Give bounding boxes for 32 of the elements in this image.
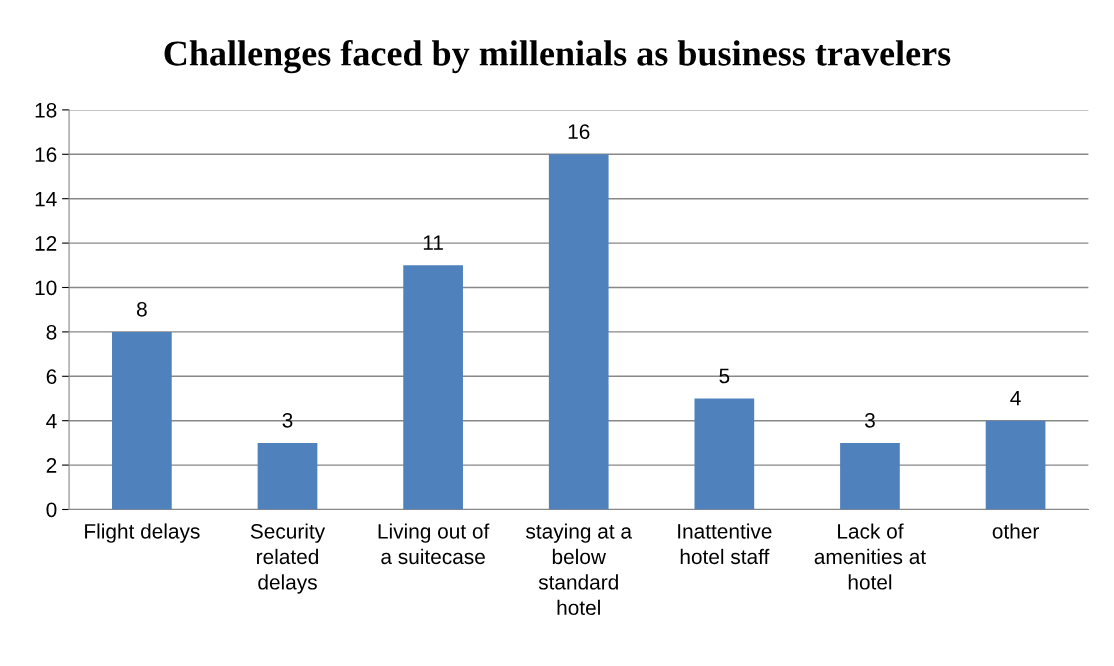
data-label: 8 <box>136 301 147 317</box>
y-tick-label: 16 <box>35 147 57 163</box>
data-label: 4 <box>1010 390 1021 406</box>
data-label: 11 <box>423 235 443 250</box>
x-tick-label: Living out of a suitecase <box>378 523 490 565</box>
x-tick-label: other <box>992 523 1039 539</box>
data-label: 5 <box>719 368 730 384</box>
y-tick-label: 4 <box>46 413 57 429</box>
bar <box>257 442 318 510</box>
y-tick-label: 18 <box>35 102 57 118</box>
y-tick-label: 12 <box>35 236 57 251</box>
y-tick-label: 10 <box>35 280 57 296</box>
x-tick-label: Security related delays <box>250 523 326 594</box>
bar <box>548 154 609 510</box>
x-tick-label: staying at a below standard hotel <box>526 523 632 616</box>
bar <box>112 331 172 510</box>
y-tick-label: 6 <box>46 369 57 385</box>
x-tick-label: Lack of amenities at hotel <box>814 523 926 590</box>
x-tick-label: Inattentive hotel staff <box>678 523 772 565</box>
bar <box>694 398 755 510</box>
y-tick-label: 2 <box>46 458 57 473</box>
data-label: 3 <box>282 412 293 428</box>
bar <box>840 442 900 510</box>
y-tick-label: 0 <box>46 502 57 518</box>
x-tick-label: Flight delays <box>85 523 200 543</box>
bar <box>985 420 1046 510</box>
y-tick-label: 8 <box>46 324 57 340</box>
chart-title: Challenges faced by millenials as business travelers <box>164 39 951 74</box>
data-label: 16 <box>568 124 590 140</box>
y-tick-label: 14 <box>35 191 57 207</box>
data-label: 3 <box>864 412 875 428</box>
bar <box>403 265 463 510</box>
